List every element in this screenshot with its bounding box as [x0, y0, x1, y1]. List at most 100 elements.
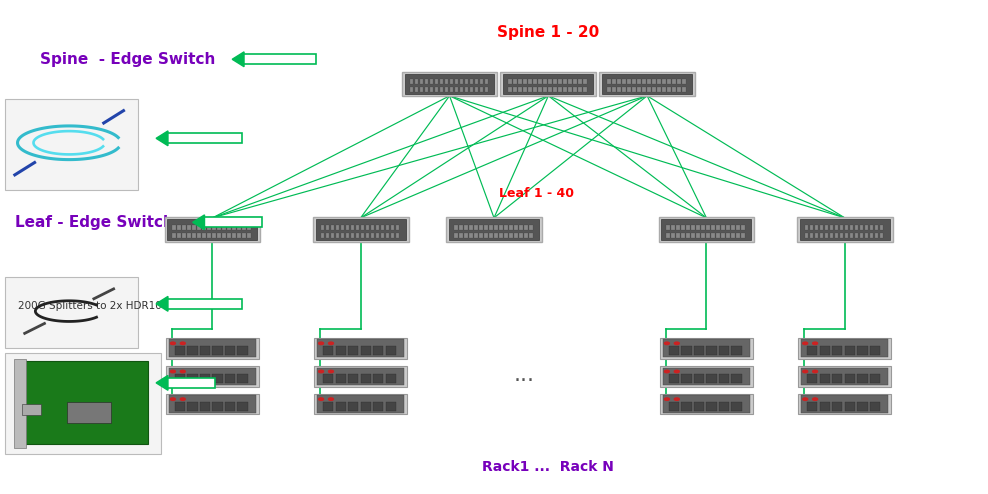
- FancyBboxPatch shape: [694, 346, 704, 355]
- FancyBboxPatch shape: [385, 346, 396, 355]
- FancyBboxPatch shape: [314, 338, 407, 359]
- FancyBboxPatch shape: [314, 394, 407, 414]
- FancyBboxPatch shape: [731, 402, 742, 411]
- FancyBboxPatch shape: [741, 233, 745, 238]
- Circle shape: [674, 342, 679, 345]
- FancyBboxPatch shape: [188, 225, 191, 230]
- Circle shape: [802, 398, 807, 400]
- FancyBboxPatch shape: [538, 79, 542, 84]
- FancyBboxPatch shape: [409, 79, 413, 84]
- FancyBboxPatch shape: [373, 374, 383, 383]
- FancyBboxPatch shape: [663, 368, 750, 385]
- FancyBboxPatch shape: [860, 225, 864, 230]
- FancyBboxPatch shape: [366, 225, 370, 230]
- FancyBboxPatch shape: [169, 368, 256, 385]
- FancyBboxPatch shape: [169, 339, 256, 357]
- Text: ...: ...: [513, 366, 535, 385]
- FancyBboxPatch shape: [830, 233, 833, 238]
- FancyBboxPatch shape: [385, 374, 396, 383]
- FancyBboxPatch shape: [682, 233, 685, 238]
- Circle shape: [180, 342, 186, 345]
- FancyBboxPatch shape: [5, 277, 138, 348]
- FancyBboxPatch shape: [835, 233, 839, 238]
- FancyBboxPatch shape: [697, 225, 700, 230]
- FancyBboxPatch shape: [225, 346, 235, 355]
- FancyBboxPatch shape: [188, 402, 198, 411]
- FancyBboxPatch shape: [484, 225, 488, 230]
- FancyBboxPatch shape: [858, 346, 867, 355]
- FancyBboxPatch shape: [172, 225, 176, 230]
- FancyBboxPatch shape: [558, 79, 562, 84]
- Text: Rack1 ...  Rack N: Rack1 ... Rack N: [482, 460, 615, 474]
- FancyBboxPatch shape: [741, 225, 745, 230]
- FancyBboxPatch shape: [247, 233, 251, 238]
- FancyBboxPatch shape: [212, 374, 222, 383]
- FancyBboxPatch shape: [366, 233, 370, 238]
- FancyBboxPatch shape: [830, 225, 833, 230]
- FancyBboxPatch shape: [464, 87, 468, 92]
- FancyBboxPatch shape: [509, 225, 513, 230]
- FancyBboxPatch shape: [323, 346, 333, 355]
- FancyBboxPatch shape: [348, 402, 359, 411]
- FancyBboxPatch shape: [336, 374, 346, 383]
- FancyBboxPatch shape: [331, 233, 334, 238]
- FancyBboxPatch shape: [519, 87, 522, 92]
- FancyBboxPatch shape: [469, 225, 472, 230]
- FancyBboxPatch shape: [568, 79, 572, 84]
- FancyBboxPatch shape: [706, 402, 716, 411]
- Text: Spine  - Edge Switch: Spine - Edge Switch: [40, 52, 215, 67]
- FancyBboxPatch shape: [203, 217, 262, 227]
- FancyBboxPatch shape: [385, 225, 389, 230]
- FancyBboxPatch shape: [440, 87, 444, 92]
- FancyBboxPatch shape: [175, 402, 185, 411]
- FancyBboxPatch shape: [445, 79, 449, 84]
- FancyBboxPatch shape: [647, 79, 651, 84]
- FancyBboxPatch shape: [361, 233, 365, 238]
- FancyBboxPatch shape: [237, 225, 241, 230]
- FancyBboxPatch shape: [529, 87, 532, 92]
- FancyBboxPatch shape: [599, 72, 696, 96]
- FancyBboxPatch shape: [682, 225, 685, 230]
- FancyBboxPatch shape: [618, 87, 620, 92]
- FancyBboxPatch shape: [553, 87, 557, 92]
- FancyBboxPatch shape: [212, 402, 222, 411]
- FancyBboxPatch shape: [731, 225, 735, 230]
- FancyBboxPatch shape: [247, 225, 251, 230]
- FancyBboxPatch shape: [237, 374, 248, 383]
- FancyBboxPatch shape: [501, 72, 597, 96]
- Circle shape: [170, 342, 175, 345]
- FancyBboxPatch shape: [642, 87, 646, 92]
- FancyBboxPatch shape: [183, 225, 186, 230]
- FancyBboxPatch shape: [682, 87, 686, 92]
- FancyBboxPatch shape: [316, 219, 405, 240]
- FancyBboxPatch shape: [657, 87, 661, 92]
- FancyBboxPatch shape: [855, 225, 859, 230]
- FancyBboxPatch shape: [642, 79, 646, 84]
- FancyBboxPatch shape: [706, 225, 710, 230]
- FancyBboxPatch shape: [832, 346, 843, 355]
- FancyBboxPatch shape: [314, 366, 407, 387]
- FancyBboxPatch shape: [706, 346, 716, 355]
- Circle shape: [328, 370, 334, 373]
- FancyBboxPatch shape: [660, 338, 753, 359]
- FancyBboxPatch shape: [672, 233, 675, 238]
- FancyBboxPatch shape: [869, 402, 880, 411]
- FancyBboxPatch shape: [446, 217, 541, 242]
- FancyBboxPatch shape: [425, 87, 428, 92]
- FancyBboxPatch shape: [820, 374, 830, 383]
- FancyBboxPatch shape: [682, 374, 692, 383]
- FancyBboxPatch shape: [323, 374, 333, 383]
- FancyBboxPatch shape: [459, 233, 462, 238]
- FancyBboxPatch shape: [682, 346, 692, 355]
- FancyBboxPatch shape: [5, 99, 138, 190]
- FancyBboxPatch shape: [67, 402, 111, 423]
- FancyBboxPatch shape: [719, 374, 729, 383]
- Circle shape: [802, 342, 807, 345]
- FancyBboxPatch shape: [504, 74, 593, 94]
- FancyBboxPatch shape: [454, 79, 458, 84]
- FancyBboxPatch shape: [731, 346, 742, 355]
- FancyBboxPatch shape: [415, 87, 418, 92]
- FancyBboxPatch shape: [578, 79, 582, 84]
- FancyBboxPatch shape: [22, 404, 41, 415]
- FancyBboxPatch shape: [798, 366, 891, 387]
